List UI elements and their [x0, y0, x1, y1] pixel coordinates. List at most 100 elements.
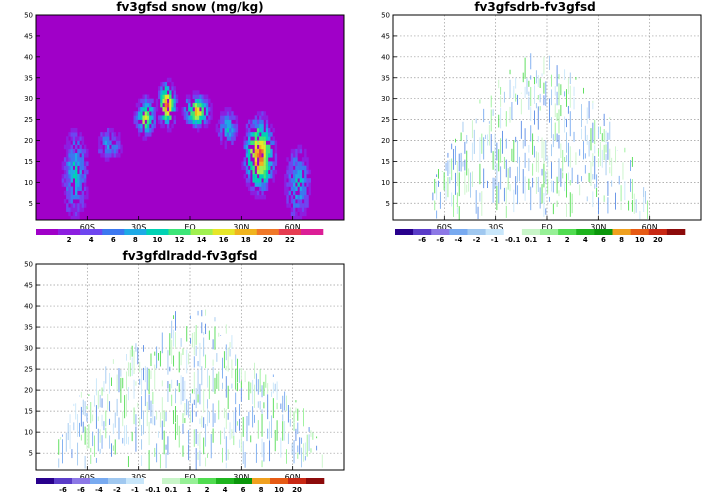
- data-cell: [86, 194, 89, 200]
- y-tick-label: 50: [24, 261, 33, 269]
- data-cell: [75, 190, 78, 196]
- data-cell: [81, 203, 85, 208]
- data-cell: [263, 111, 266, 116]
- data-cell: [144, 136, 148, 141]
- data-cell: [68, 140, 71, 145]
- data-cell: [226, 115, 230, 120]
- colorbar-swatch: [576, 229, 595, 235]
- colorbar-swatch: [467, 229, 486, 235]
- data-cell: [203, 115, 207, 120]
- data-cell: [68, 211, 71, 217]
- data-cell: [270, 123, 273, 129]
- data-cell: [270, 173, 273, 179]
- data-cell: [199, 98, 202, 104]
- data-cell: [308, 186, 311, 192]
- data-cell: [70, 194, 73, 200]
- data-cell: [192, 111, 195, 116]
- data-cell: [293, 182, 296, 187]
- data-cell: [217, 127, 221, 133]
- data-cell: [259, 144, 262, 150]
- data-cell: [226, 136, 230, 141]
- data-cell: [224, 140, 227, 145]
- data-cell: [231, 115, 234, 120]
- data-cell: [137, 123, 141, 129]
- data-cell: [70, 169, 73, 175]
- data-cell: [104, 136, 108, 141]
- data-cell: [301, 178, 305, 183]
- data-cell: [75, 157, 78, 162]
- data-cell: [181, 111, 184, 116]
- data-cell: [160, 119, 163, 125]
- colorbar-swatch: [234, 478, 253, 484]
- data-cell: [63, 157, 67, 162]
- data-cell: [248, 127, 251, 133]
- data-cell: [290, 169, 294, 175]
- data-cell: [68, 148, 71, 154]
- data-cell: [164, 98, 168, 104]
- colorbar-label: -1: [131, 486, 139, 494]
- y-tick-label: 30: [24, 345, 33, 353]
- data-region: [284, 144, 311, 221]
- data-cell: [297, 207, 300, 212]
- data-cell: [224, 144, 227, 150]
- y-tick-label: 5: [386, 200, 390, 208]
- data-cell: [75, 132, 78, 137]
- data-cell: [201, 115, 204, 120]
- data-cell: [133, 119, 136, 125]
- data-cell: [72, 157, 76, 162]
- data-cell: [301, 194, 305, 200]
- data-cell: [256, 153, 260, 158]
- data-cell: [286, 194, 289, 200]
- data-cell: [111, 132, 114, 137]
- data-cell: [118, 136, 121, 141]
- y-tick-label: 40: [24, 303, 33, 311]
- data-cell: [250, 140, 253, 145]
- data-cell: [160, 90, 163, 95]
- data-cell: [293, 199, 296, 204]
- data-cell: [245, 153, 249, 158]
- data-cell: [243, 165, 246, 171]
- data-cell: [299, 215, 303, 221]
- data-cell: [107, 153, 110, 158]
- data-cell: [224, 115, 227, 120]
- data-cell: [66, 157, 69, 162]
- data-cell: [142, 94, 145, 99]
- data-cell: [68, 207, 71, 212]
- x-tick-label: 30S: [131, 473, 146, 482]
- data-cell: [81, 199, 85, 204]
- data-cell: [144, 132, 148, 137]
- data-cell: [235, 127, 239, 133]
- data-cell: [160, 123, 163, 129]
- data-cell: [83, 203, 87, 208]
- data-cell: [301, 190, 305, 196]
- colorbar-swatch: [300, 229, 324, 235]
- data-cell: [175, 98, 179, 104]
- data-cell: [151, 123, 154, 129]
- data-cell: [192, 123, 195, 129]
- data-cell: [162, 115, 165, 120]
- data-cell: [70, 199, 73, 204]
- data-cell: [248, 182, 251, 187]
- data-cell: [149, 115, 152, 120]
- data-cell: [79, 165, 82, 171]
- data-cell: [252, 190, 255, 196]
- data-cell: [274, 161, 278, 166]
- data-cell: [254, 115, 258, 120]
- data-cell: [229, 107, 232, 112]
- data-cell: [270, 132, 273, 137]
- data-cell: [261, 144, 264, 150]
- x-tick-label: 60N: [285, 473, 301, 482]
- panel-diff-lradd: fv3gfdlradd-fv3gfsd 5 10 15 20 25 30 35 40 45 50 6…: [24, 249, 345, 494]
- panel-snow: fv3gfsd snow (mg/kg) 5 10 15 20 25 30 35 40 45 50…: [24, 0, 345, 244]
- data-cell: [77, 157, 80, 162]
- data-cell: [166, 77, 170, 83]
- data-cell: [146, 102, 150, 108]
- y-tick-label: 15: [381, 158, 390, 166]
- data-cell: [63, 161, 67, 166]
- data-cell: [118, 140, 121, 145]
- data-cell: [77, 211, 80, 217]
- data-cell: [192, 102, 195, 108]
- data-cell: [299, 211, 303, 217]
- data-cell: [197, 94, 200, 99]
- data-cell: [70, 190, 73, 196]
